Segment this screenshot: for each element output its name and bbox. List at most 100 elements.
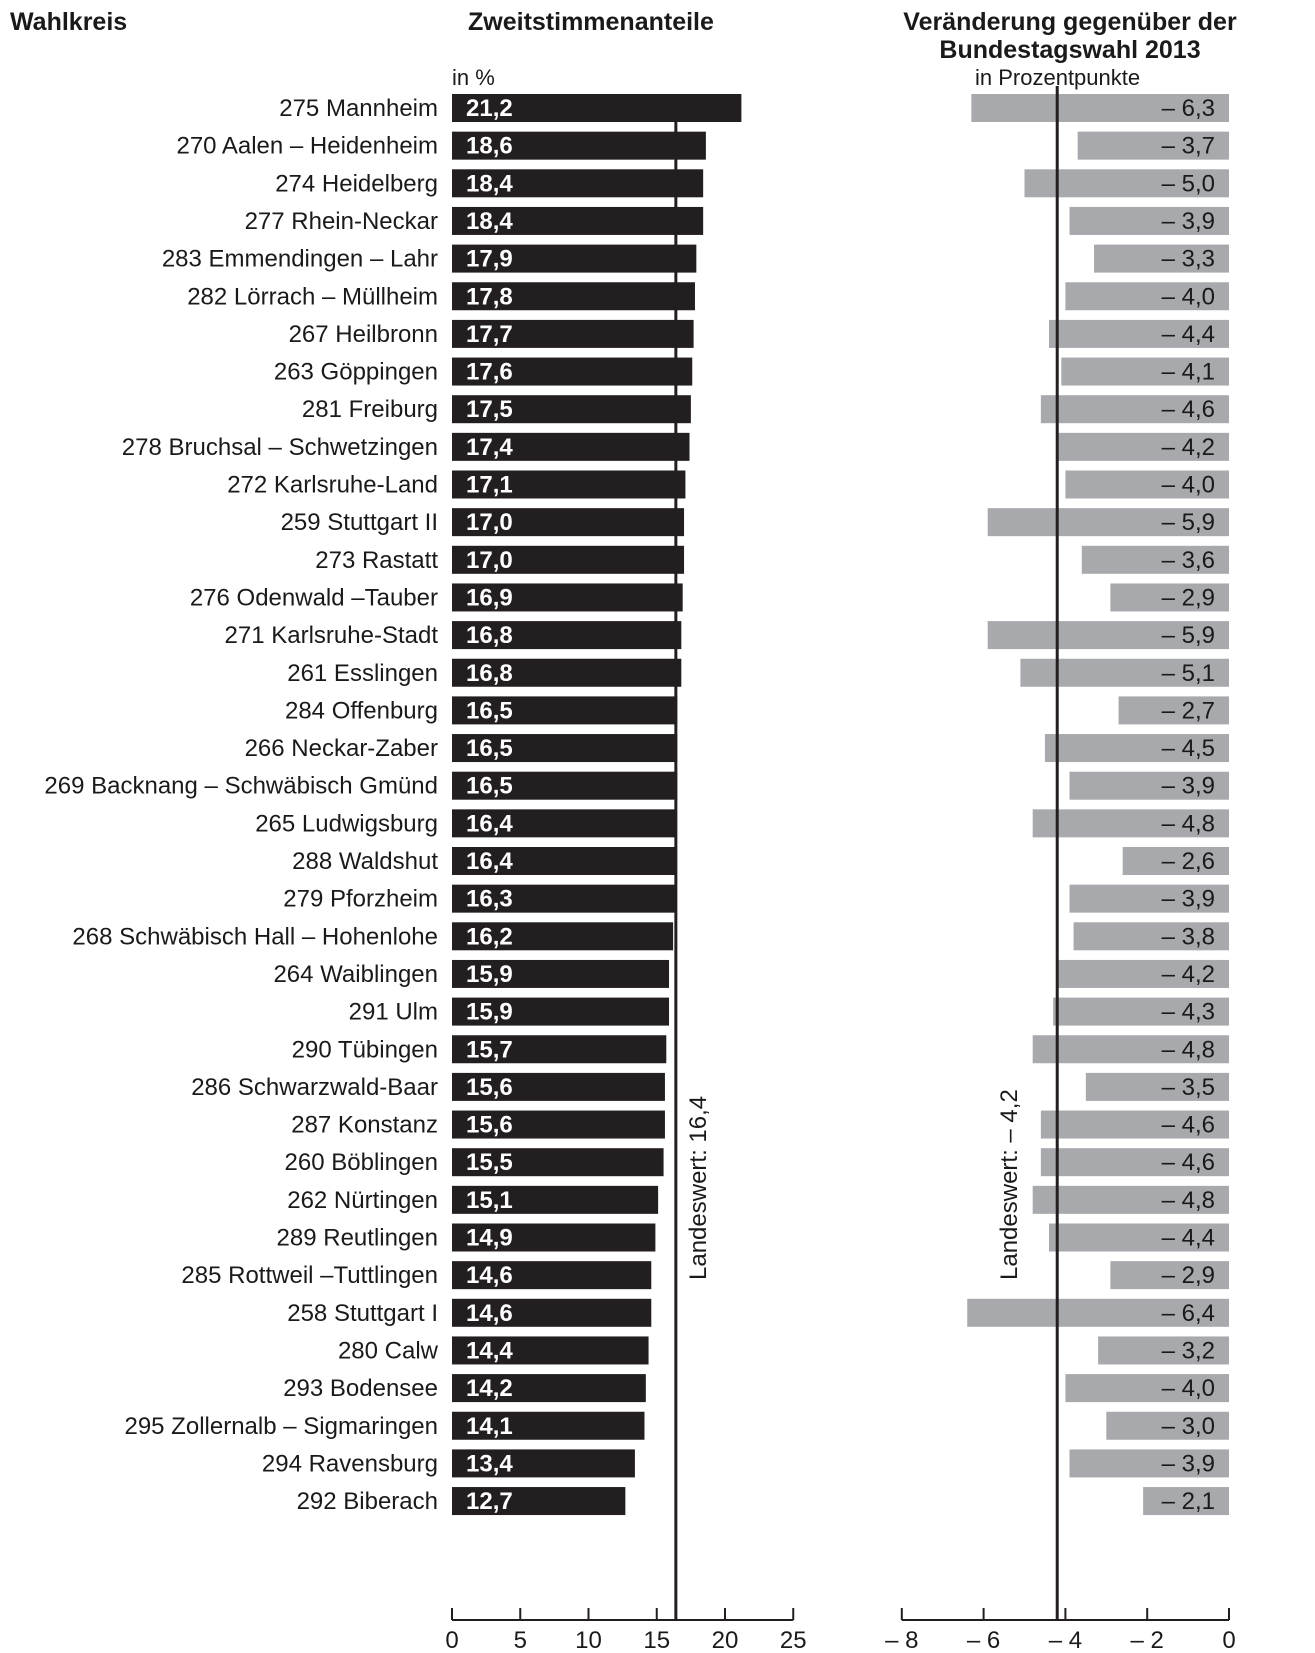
header-wahlkreis: Wahlkreis: [10, 8, 128, 36]
share-value-label: 16,5: [466, 773, 513, 800]
district-label: 279 Pforzheim: [283, 886, 438, 913]
change-value-label: – 3,6: [1162, 547, 1215, 574]
share-value-label: 12,7: [466, 1488, 513, 1515]
header-veraenderung: Veränderung gegenüber der Bundestagswahl…: [880, 8, 1260, 64]
change-value-label: – 3,0: [1162, 1413, 1215, 1440]
change-bar: [967, 1298, 1229, 1327]
change-bar: [1065, 1374, 1229, 1403]
share-bar: [452, 1185, 659, 1214]
share-value-label: 14,6: [466, 1262, 513, 1289]
district-label: 287 Konstanz: [291, 1112, 438, 1139]
share-value-label: 21,2: [466, 95, 513, 122]
share-bar: [452, 621, 682, 650]
district-label: 295 Zollernalb – Sigmaringen: [124, 1413, 438, 1440]
change-bar: [1040, 1148, 1229, 1177]
share-value-label: 16,4: [466, 810, 513, 837]
share-bar: [452, 997, 670, 1026]
change-value-label: – 4,6: [1162, 1112, 1215, 1139]
share-value-label: 14,9: [466, 1225, 513, 1252]
change-bar: [971, 94, 1229, 122]
change-tick-label: – 2: [1131, 1627, 1164, 1653]
district-label: 267 Heilbronn: [289, 321, 438, 348]
share-bar: [452, 1298, 652, 1327]
change-bar: [1069, 884, 1229, 913]
share-tick-label: 10: [575, 1627, 602, 1653]
change-value-label: – 5,9: [1162, 509, 1215, 536]
district-label: 269 Backnang – Schwäbisch Gmünd: [44, 773, 438, 800]
share-value-label: 18,4: [466, 170, 513, 197]
district-label: 272 Karlsruhe-Land: [227, 472, 438, 499]
share-value-label: 16,8: [466, 622, 513, 649]
share-bar: [452, 696, 678, 725]
share-value-label: 17,4: [466, 434, 513, 461]
share-value-label: 17,8: [466, 283, 513, 310]
change-reference-label: Landeswert: – 4,2: [996, 1089, 1023, 1280]
change-value-label: – 3,3: [1162, 246, 1215, 273]
share-bar: [452, 244, 697, 273]
share-value-label: 14,2: [466, 1375, 513, 1402]
share-bar: [452, 94, 742, 122]
change-value-label: – 3,2: [1162, 1337, 1215, 1364]
share-value-label: 13,4: [466, 1450, 513, 1477]
share-value-label: 15,9: [466, 961, 513, 988]
change-value-label: – 6,3: [1162, 95, 1215, 122]
change-value-label: – 3,5: [1162, 1074, 1215, 1101]
share-value-label: 18,6: [466, 133, 513, 160]
change-tick-label: 0: [1222, 1627, 1235, 1653]
change-bar: [1053, 997, 1229, 1026]
change-bar: [987, 621, 1229, 650]
change-value-label: – 2,1: [1162, 1488, 1215, 1515]
share-bar: [452, 206, 704, 235]
change-value-label: – 5,1: [1162, 660, 1215, 687]
change-bar: [1118, 696, 1229, 725]
header-veraenderung-line2: Bundestagswahl 2013: [939, 36, 1201, 64]
share-bar: [452, 1411, 645, 1440]
change-bar: [1020, 658, 1229, 687]
share-value-label: 16,5: [466, 697, 513, 724]
share-bar: [452, 959, 670, 988]
share-value-label: 17,0: [466, 509, 513, 536]
district-label: 266 Neckar-Zaber: [245, 735, 438, 762]
change-bar: [1049, 1223, 1229, 1252]
district-label: 271 Karlsruhe-Stadt: [225, 622, 439, 649]
share-bar: [452, 1148, 664, 1177]
unit-percent: in %: [452, 65, 495, 90]
change-bar: [1077, 131, 1229, 160]
change-tick-label: – 6: [967, 1627, 1000, 1653]
share-bar: [452, 1374, 646, 1403]
share-bar: [452, 1223, 656, 1252]
header-zweitstimmen: Zweitstimmenanteile: [468, 8, 714, 36]
change-value-label: – 2,9: [1162, 1262, 1215, 1289]
change-value-label: – 4,1: [1162, 359, 1215, 386]
header-veraenderung-line1: Veränderung gegenüber der: [903, 8, 1237, 36]
change-value-label: – 3,9: [1162, 773, 1215, 800]
change-bar: [1049, 319, 1229, 348]
district-label: 268 Schwäbisch Hall – Hohenlohe: [72, 923, 438, 950]
share-bar: [452, 470, 686, 499]
change-bar: [1032, 1035, 1229, 1064]
share-value-label: 15,1: [466, 1187, 513, 1214]
share-value-label: 16,8: [466, 660, 513, 687]
change-value-label: – 2,6: [1162, 848, 1215, 875]
change-value-label: – 2,7: [1162, 697, 1215, 724]
change-bar: [1040, 1110, 1229, 1139]
district-label: 265 Ludwigsburg: [255, 810, 438, 837]
district-label: 280 Calw: [338, 1337, 439, 1364]
change-bar: [1073, 922, 1229, 951]
change-value-label: – 3,9: [1162, 1450, 1215, 1477]
district-label: 292 Biberach: [297, 1488, 438, 1515]
share-value-label: 16,2: [466, 923, 513, 950]
district-label: 264 Waiblingen: [273, 961, 438, 988]
district-label: 262 Nürtingen: [287, 1187, 438, 1214]
share-value-label: 16,9: [466, 584, 513, 611]
district-label: 284 Offenburg: [285, 697, 438, 724]
change-bar: [1069, 1449, 1229, 1478]
share-value-label: 17,9: [466, 246, 513, 273]
share-bar: [452, 432, 690, 461]
change-value-label: – 3,7: [1162, 133, 1215, 160]
change-bar: [1061, 357, 1229, 386]
district-label: 281 Freiburg: [302, 396, 438, 423]
change-value-label: – 6,4: [1162, 1300, 1215, 1327]
share-value-label: 17,6: [466, 359, 513, 386]
share-value-label: 14,1: [466, 1413, 513, 1440]
